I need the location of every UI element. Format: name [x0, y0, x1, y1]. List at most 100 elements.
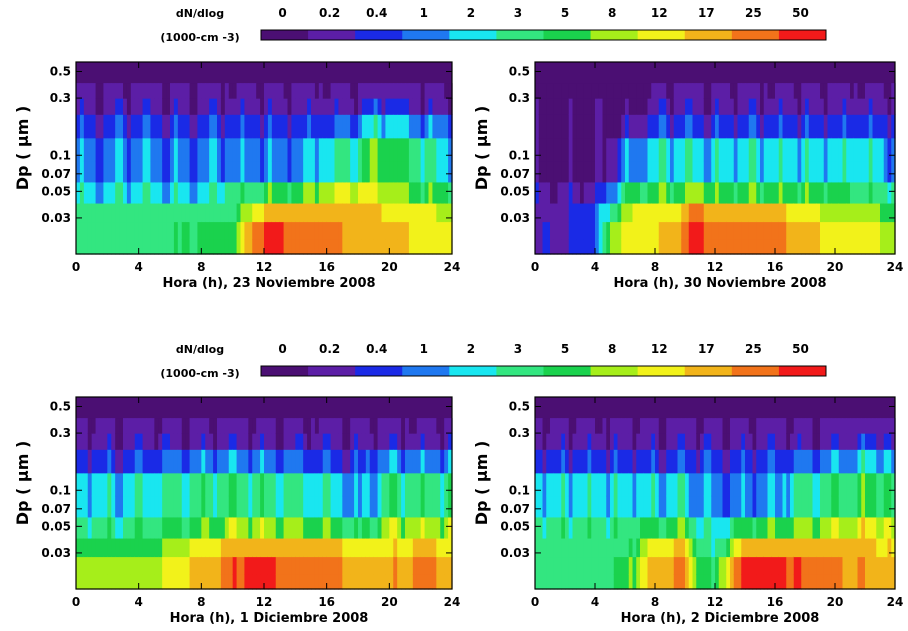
heatmap-cell: [318, 433, 324, 450]
heatmap-cell: [812, 472, 817, 497]
heatmap-cell: [314, 556, 320, 575]
y-tick-label: 0.5: [509, 399, 530, 413]
heatmap-cell: [647, 574, 652, 590]
heatmap-cell: [737, 495, 742, 518]
heatmap-cell: [666, 537, 671, 558]
heatmap-cell: [718, 202, 724, 223]
heatmap-cell: [542, 98, 547, 115]
heatmap-cell: [240, 537, 246, 558]
heatmap-cell: [79, 537, 85, 558]
heatmap-cell: [598, 574, 604, 590]
heatmap-cell: [857, 574, 862, 590]
heatmap-cell: [444, 449, 449, 474]
heatmap-cell: [718, 574, 724, 590]
heatmap-cell: [170, 202, 175, 223]
heatmap-cell: [745, 114, 750, 139]
heatmap-cell: [576, 202, 581, 223]
heatmap-cell: [827, 472, 832, 497]
heatmap-cell: [330, 516, 336, 539]
heatmap-cell: [264, 537, 269, 558]
heatmap-cell: [115, 556, 120, 575]
heatmap-cell: [334, 239, 340, 255]
heatmap-cell: [617, 472, 622, 497]
heatmap-cell: [876, 181, 881, 204]
heatmap-cell: [444, 556, 449, 575]
heatmap-cell: [831, 472, 836, 497]
heatmap-cell: [244, 472, 249, 497]
heatmap-cell: [580, 221, 585, 240]
heatmap-cell: [718, 495, 724, 518]
heatmap-cell: [808, 495, 814, 518]
heatmap-cell: [602, 160, 607, 183]
heatmap-cell: [617, 202, 622, 223]
heatmap-cell: [636, 556, 641, 575]
heatmap-cell: [87, 239, 93, 255]
heatmap-cell: [283, 181, 289, 204]
heatmap-cell: [291, 449, 296, 474]
heatmap-cell: [126, 418, 132, 434]
heatmap-cell: [412, 137, 418, 162]
heatmap-cell: [326, 537, 332, 558]
heatmap-cell: [786, 449, 791, 474]
heatmap-cell: [632, 98, 637, 115]
heatmap-cell: [79, 160, 85, 183]
heatmap-cell: [91, 418, 97, 434]
heatmap-cell: [827, 114, 832, 139]
heatmap-cell: [185, 418, 191, 434]
heatmap-cell: [201, 556, 206, 575]
heatmap-cell: [91, 221, 97, 240]
heatmap-cell: [820, 98, 825, 115]
heatmap-cell: [185, 181, 191, 204]
heatmap-cell: [542, 516, 547, 539]
heatmap-cell: [115, 418, 120, 434]
heatmap-cell: [737, 449, 742, 474]
heatmap-cell: [103, 83, 108, 99]
heatmap-cell: [314, 472, 320, 497]
heatmap-cell: [632, 181, 637, 204]
heatmap-cell: [354, 537, 359, 558]
heatmap-cell: [83, 221, 89, 240]
heatmap-cell: [385, 98, 390, 115]
heatmap-cell: [177, 495, 183, 518]
heatmap-cell: [228, 449, 234, 474]
heatmap-cell: [790, 137, 795, 162]
heatmap-cell: [365, 98, 371, 115]
heatmap-cell: [166, 556, 171, 575]
heatmap-cell: [606, 556, 611, 575]
heatmap-cell: [354, 516, 359, 539]
heatmap-cell: [778, 239, 784, 255]
heatmap-cell: [217, 537, 222, 558]
heatmap-cell: [381, 516, 387, 539]
heatmap-cell: [793, 160, 799, 183]
heatmap-cell: [244, 449, 249, 474]
heatmap-cell: [760, 574, 765, 590]
heatmap-cell: [244, 556, 249, 575]
heatmap-cell: [786, 239, 791, 255]
heatmap-cell: [553, 160, 559, 183]
heatmap-cell: [197, 433, 202, 450]
heatmap-cell: [408, 516, 414, 539]
colorbar-swatch: [684, 30, 733, 40]
heatmap-cell: [103, 181, 108, 204]
heatmap-cell: [748, 160, 754, 183]
heatmap-cell: [275, 221, 281, 240]
heatmap-cell: [428, 181, 434, 204]
heatmap-cell: [436, 221, 441, 240]
heatmap-cell: [295, 202, 300, 223]
heatmap-cell: [358, 495, 363, 518]
heatmap-cell: [647, 537, 652, 558]
heatmap-cell: [303, 202, 308, 223]
heatmap-cell: [628, 537, 634, 558]
heatmap-cell: [850, 181, 855, 204]
heatmap-cell: [636, 83, 641, 99]
heatmap-cell: [424, 433, 430, 450]
heatmap-cell: [748, 574, 754, 590]
heatmap-cell: [240, 98, 246, 115]
heatmap-cell: [377, 202, 383, 223]
heatmap-cell: [354, 114, 359, 139]
heatmap-cell: [158, 495, 163, 518]
heatmap-cell: [99, 516, 105, 539]
heatmap-cell: [126, 574, 132, 590]
heatmap-cell: [307, 202, 312, 223]
heatmap-cell: [432, 472, 437, 497]
